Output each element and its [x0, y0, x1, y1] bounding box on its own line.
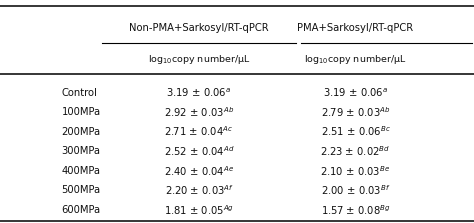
Text: 2.00 ± 0.03$^{Bf}$: 2.00 ± 0.03$^{Bf}$ — [321, 184, 390, 197]
Text: 2.10 ± 0.03$^{Be}$: 2.10 ± 0.03$^{Be}$ — [320, 164, 391, 178]
Text: Non-PMA+Sarkosyl/RT-qPCR: Non-PMA+Sarkosyl/RT-qPCR — [129, 23, 269, 33]
Text: log$_{10}$copy number/μL: log$_{10}$copy number/μL — [304, 53, 407, 66]
Text: 2.79 ± 0.03$^{Ab}$: 2.79 ± 0.03$^{Ab}$ — [321, 105, 390, 119]
Text: 2.40 ± 0.04$^{Ae}$: 2.40 ± 0.04$^{Ae}$ — [164, 164, 234, 178]
Text: 1.81 ± 0.05$^{Ag}$: 1.81 ± 0.05$^{Ag}$ — [164, 203, 234, 217]
Text: 200MPa: 200MPa — [62, 127, 101, 136]
Text: 2.20 ± 0.03$^{Af}$: 2.20 ± 0.03$^{Af}$ — [164, 184, 234, 197]
Text: 2.92 ± 0.03$^{Ab}$: 2.92 ± 0.03$^{Ab}$ — [164, 105, 234, 119]
Text: 2.51 ± 0.06$^{Bc}$: 2.51 ± 0.06$^{Bc}$ — [320, 125, 391, 138]
Text: 500MPa: 500MPa — [62, 186, 101, 195]
Text: 2.23 ± 0.02$^{Bd}$: 2.23 ± 0.02$^{Bd}$ — [320, 144, 391, 158]
Text: 600MPa: 600MPa — [62, 205, 101, 215]
Text: 300MPa: 300MPa — [62, 146, 100, 156]
Text: 1.57 ± 0.08$^{Bg}$: 1.57 ± 0.08$^{Bg}$ — [321, 203, 390, 217]
Text: 3.19 ± 0.06$^{a}$: 3.19 ± 0.06$^{a}$ — [166, 86, 232, 99]
Text: 400MPa: 400MPa — [62, 166, 100, 176]
Text: 100MPa: 100MPa — [62, 107, 101, 117]
Text: 2.52 ± 0.04$^{Ad}$: 2.52 ± 0.04$^{Ad}$ — [164, 144, 235, 158]
Text: Control: Control — [62, 88, 98, 97]
Text: 3.19 ± 0.06$^{a}$: 3.19 ± 0.06$^{a}$ — [323, 86, 388, 99]
Text: 2.71 ± 0.04$^{Ac}$: 2.71 ± 0.04$^{Ac}$ — [164, 125, 234, 138]
Text: PMA+Sarkosyl/RT-qPCR: PMA+Sarkosyl/RT-qPCR — [298, 23, 413, 33]
Text: log$_{10}$copy number/μL: log$_{10}$copy number/μL — [148, 53, 250, 66]
